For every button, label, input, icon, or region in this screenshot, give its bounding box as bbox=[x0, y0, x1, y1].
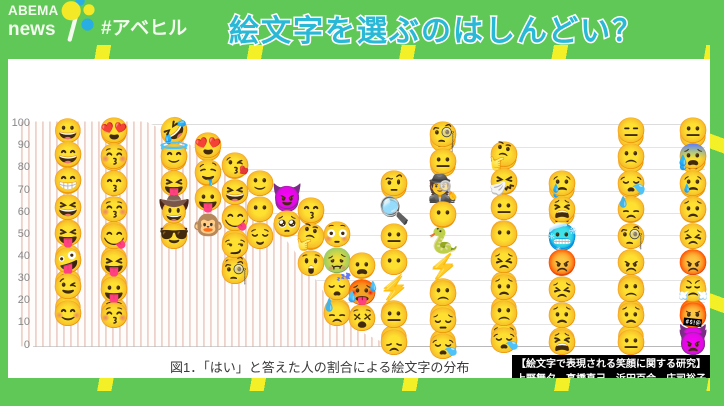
svg-text:news: news bbox=[8, 19, 56, 40]
svg-text:ABEMA: ABEMA bbox=[8, 3, 59, 18]
